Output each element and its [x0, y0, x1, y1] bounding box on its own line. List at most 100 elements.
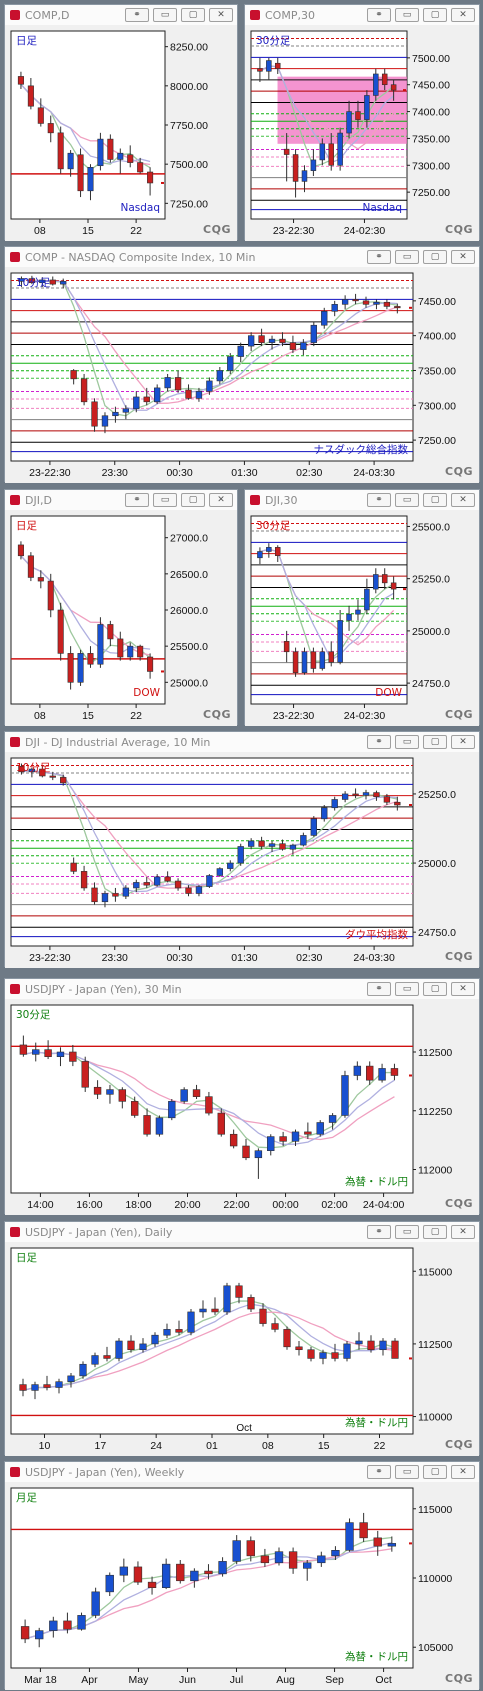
candle [199, 1300, 207, 1318]
restore-button[interactable]: ▢ [423, 493, 447, 507]
price-chart[interactable]: 115000 110000 105000 Mar 18 Apr May Jun Jul Aug S… [5, 1482, 479, 1690]
close-button[interactable]: ✕ [451, 1225, 475, 1239]
chart-window-w9[interactable]: USDJPY - Japan (Yen), Weekly ⚭ ▭ ▢ ✕ 115000 11… [4, 1461, 480, 1690]
price-chart[interactable]: 25500.0 25250.0 25000.0 24750.0 23-22:30 24-0… [245, 510, 479, 726]
minimize-button[interactable]: ▭ [395, 735, 419, 749]
x-tick-label: 23-22:30 [29, 467, 71, 479]
price-chart[interactable]: 115000 112500 110000 10 17 24 01 08 15 22 Oct 日足為替・… [5, 1242, 479, 1456]
link-button[interactable]: ⚭ [125, 493, 149, 507]
x-tick-label: 22 [130, 225, 142, 237]
chart-window-w5[interactable]: DJI,30 ⚭ ▭ ▢ ✕ 25500.0 25250.0 25000.0 24750.0 23… [244, 489, 480, 726]
minimize-button[interactable]: ▭ [395, 493, 419, 507]
candle [112, 887, 119, 902]
restore-button[interactable]: ▢ [423, 735, 447, 749]
candle [187, 1309, 195, 1336]
close-button[interactable]: ✕ [451, 1465, 475, 1479]
chart-window-w8[interactable]: USDJPY - Japan (Yen), Daily ⚭ ▭ ▢ ✕ 115000 112… [4, 1221, 480, 1456]
minimize-button[interactable]: ▭ [395, 8, 419, 22]
window-titlebar[interactable]: COMP - NASDAQ Composite Index, 10 Min ⚭ ▭ ▢… [5, 247, 479, 268]
window-titlebar[interactable]: COMP,D ⚭ ▭ ▢ ✕ [5, 5, 237, 26]
window-titlebar[interactable]: DJI,D ⚭ ▭ ▢ ✕ [5, 490, 237, 511]
plot-area [10, 515, 166, 705]
window-titlebar[interactable]: DJI,30 ⚭ ▭ ▢ ✕ [245, 490, 479, 511]
candle [381, 68, 388, 91]
x-tick-label: 14:00 [27, 1199, 53, 1211]
chart-window-w4[interactable]: DJI,D ⚭ ▭ ▢ ✕ 27000.0 26500.0 26000.0 25500.0 250… [4, 489, 238, 726]
link-button[interactable]: ⚭ [367, 8, 391, 22]
candle [20, 1619, 30, 1644]
link-button[interactable]: ⚭ [125, 8, 149, 22]
chart-window-w6[interactable]: DJI - DJ Industrial Average, 10 Min ⚭ ▭ ▢ ✕ 2… [4, 731, 480, 968]
restore-button[interactable]: ▢ [423, 1465, 447, 1479]
restore-button[interactable]: ▢ [181, 493, 205, 507]
minimize-button[interactable]: ▭ [153, 8, 177, 22]
candle [70, 369, 77, 385]
candle [27, 552, 34, 582]
x-tick-label: 15 [82, 710, 94, 722]
candle [266, 543, 272, 558]
candle [60, 278, 67, 289]
candle [379, 1338, 387, 1356]
restore-button[interactable]: ▢ [423, 982, 447, 996]
chart-window-w7[interactable]: USDJPY - Japan (Yen), 30 Min ⚭ ▭ ▢ ✕ 112500 11… [4, 978, 480, 1215]
close-icon: ✕ [459, 1227, 467, 1237]
close-button[interactable]: ✕ [451, 8, 475, 22]
link-button[interactable]: ⚭ [367, 250, 391, 264]
x-tick-label: 17 [94, 1440, 106, 1452]
close-button[interactable]: ✕ [451, 250, 475, 264]
close-button[interactable]: ✕ [451, 982, 475, 996]
candle [390, 576, 397, 600]
price-chart[interactable]: 7450.00 7400.00 7350.00 7300.00 7250.00 23-22… [5, 267, 479, 483]
candle [91, 1352, 99, 1368]
link-button[interactable]: ⚭ [367, 1225, 391, 1239]
candle [283, 630, 290, 663]
candle [343, 1341, 351, 1362]
link-button[interactable]: ⚭ [367, 1465, 391, 1479]
x-tick-label: Apr [81, 1674, 98, 1686]
candle [55, 1378, 63, 1394]
restore-button[interactable]: ▢ [423, 8, 447, 22]
close-button[interactable]: ✕ [209, 493, 233, 507]
candle [115, 1338, 123, 1362]
candle [359, 1512, 368, 1542]
close-button[interactable]: ✕ [451, 735, 475, 749]
link-button[interactable]: ⚭ [367, 982, 391, 996]
x-tick-label: 24-03:30 [353, 952, 395, 964]
link-button[interactable]: ⚭ [367, 493, 391, 507]
price-chart[interactable]: 112500 112250 112000 14:00 16:00 18:00 20:00 22… [5, 999, 479, 1215]
chart-window-w1[interactable]: COMP,D ⚭ ▭ ▢ ✕ 8250.00 8000.00 7750.00 7500.00 72… [4, 4, 238, 241]
y-tick-label: 7450.00 [412, 80, 450, 92]
minimize-button[interactable]: ▭ [395, 1225, 419, 1239]
price-chart[interactable]: 27000.0 26500.0 26000.0 25500.0 25000.0 08 15 2… [5, 510, 237, 726]
price-chart[interactable]: 7500.00 7450.00 7400.00 7350.00 7300.00 7250.… [245, 25, 479, 241]
candle [147, 1576, 157, 1595]
window-titlebar[interactable]: DJI - DJ Industrial Average, 10 Min ⚭ ▭ ▢ ✕ [5, 732, 479, 753]
restore-button[interactable]: ▢ [423, 250, 447, 264]
window-titlebar[interactable]: USDJPY - Japan (Yen), 30 Min ⚭ ▭ ▢ ✕ [5, 979, 479, 1000]
link-button[interactable]: ⚭ [367, 735, 391, 749]
minimize-button[interactable]: ▭ [395, 1465, 419, 1479]
window-titlebar[interactable]: USDJPY - Japan (Yen), Weekly ⚭ ▭ ▢ ✕ [5, 1462, 479, 1483]
candle [274, 545, 281, 562]
candle [77, 649, 84, 686]
restore-button[interactable]: ▢ [181, 8, 205, 22]
y-tick-label: 25000.0 [412, 626, 450, 638]
brand-text: CQG [445, 950, 473, 963]
y-tick-label: 7250.00 [170, 198, 208, 210]
candle [155, 1115, 164, 1137]
y-tick-label: 115000 [418, 1266, 452, 1278]
window-titlebar[interactable]: USDJPY - Japan (Yen), Daily ⚭ ▭ ▢ ✕ [5, 1222, 479, 1243]
price-chart[interactable]: 25250.0 25000.0 24750.0 23-22:30 23:30 00:30 0… [5, 752, 479, 968]
instrument-watermark: 為替・ドル円 [345, 1175, 408, 1188]
minimize-button[interactable]: ▭ [395, 982, 419, 996]
close-button[interactable]: ✕ [451, 493, 475, 507]
chart-window-w2[interactable]: COMP,30 ⚭ ▭ ▢ ✕ 7500.00 7450.00 7400.00 7350.00 7… [244, 4, 480, 241]
minimize-button[interactable]: ▭ [395, 250, 419, 264]
window-titlebar[interactable]: COMP,30 ⚭ ▭ ▢ ✕ [245, 5, 479, 26]
restore-button[interactable]: ▢ [423, 1225, 447, 1239]
minimize-button[interactable]: ▭ [153, 493, 177, 507]
chart-window-w3[interactable]: COMP - NASDAQ Composite Index, 10 Min ⚭ ▭ ▢… [4, 246, 480, 483]
close-button[interactable]: ✕ [209, 8, 233, 22]
y-tick-label: 112500 [418, 1047, 452, 1059]
price-chart[interactable]: 8250.00 8000.00 7750.00 7500.00 7250.00 08 15 2… [5, 25, 237, 241]
